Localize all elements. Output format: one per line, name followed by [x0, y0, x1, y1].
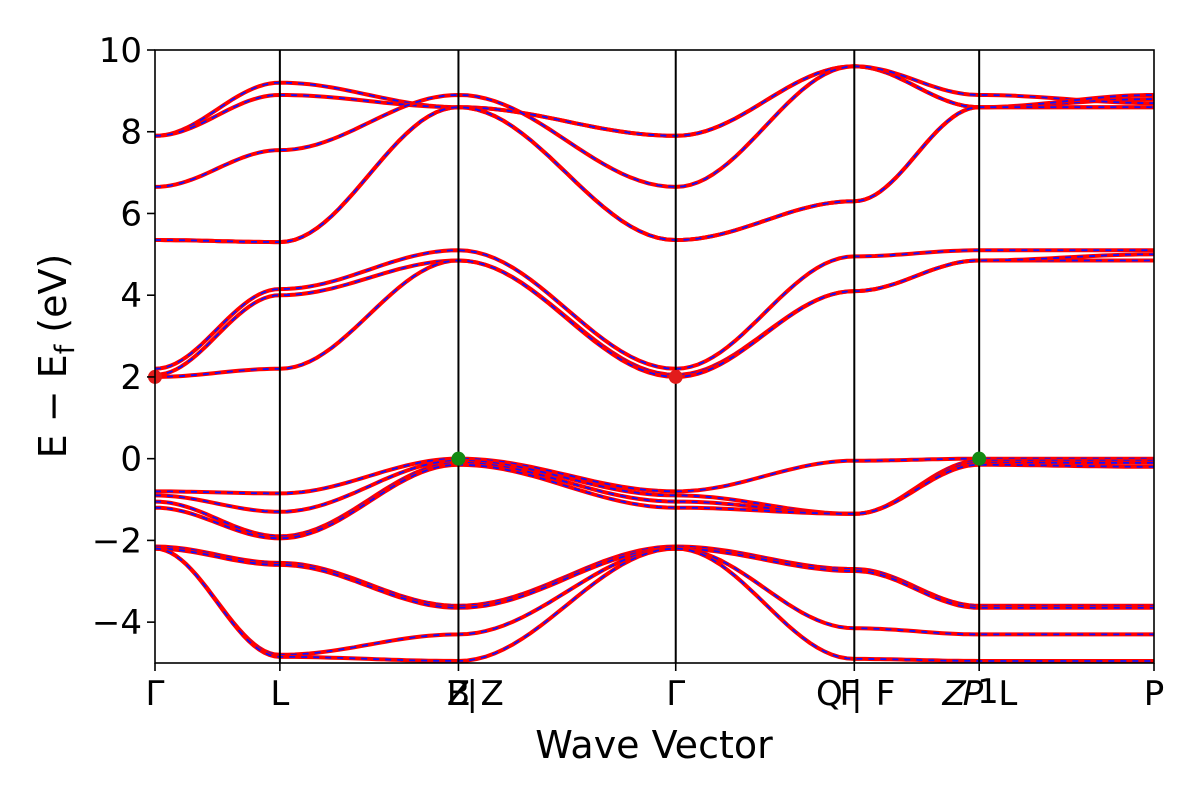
k-point-label-6: Z	[481, 674, 504, 714]
y-axis-title-subscript: f	[50, 343, 81, 354]
y-tick-label-4: 4	[120, 276, 142, 316]
y-tick-label-5: 2	[120, 358, 142, 398]
y-tick-label-2: 8	[120, 113, 142, 153]
y-axis-title-unit: (eV)	[31, 254, 75, 345]
y-axis: 10 8 6 4 2 0 −2 −4	[92, 31, 155, 643]
y-axis-title: E − Ef (eV)	[31, 254, 81, 459]
k-point-label-11: F	[876, 674, 896, 714]
y-tick-label-3: 6	[120, 194, 142, 234]
k-point-label-5: |	[466, 674, 477, 714]
y-tick-label-8: −4	[92, 603, 142, 643]
band-edge-marker-3	[451, 451, 466, 466]
y-axis-title-main: E − E	[31, 354, 75, 458]
k-point-label-7: Γ	[666, 674, 685, 714]
k-point-label-9: F	[840, 674, 860, 714]
band-edge-marker-4	[972, 451, 987, 466]
band-edge-marker-2	[668, 369, 683, 384]
high-symmetry-lines	[278, 50, 981, 663]
k-point-label-10: |	[851, 674, 862, 714]
band-edge-markers	[148, 369, 987, 466]
k-point-label-1: Γ	[146, 674, 165, 714]
y-tick-label-7: −2	[92, 521, 142, 561]
k-point-label-3: B	[447, 674, 470, 714]
plot-frame	[154, 49, 1155, 664]
y-tick-label-6: 0	[120, 440, 142, 480]
k-point-label-15: L	[998, 674, 1017, 714]
k-point-label-12: Z	[942, 674, 967, 714]
k-point-label-2: L	[270, 674, 289, 714]
plot-border	[154, 49, 1155, 664]
k-point-label-8: Q	[816, 674, 843, 714]
y-tick-label-1: 10	[99, 31, 142, 71]
plot-background	[155, 50, 1154, 663]
k-point-label-14: 1	[977, 672, 999, 712]
k-point-label-13: P	[963, 674, 984, 714]
k-point-label-16: P	[1144, 674, 1165, 714]
plot-area	[155, 50, 1154, 663]
k-point-label-4: Z	[447, 674, 470, 714]
x-axis-title: Wave Vector	[535, 723, 773, 767]
x-axis: Γ L BZ| Z Γ QF| F ZP1 L P	[146, 663, 1165, 714]
